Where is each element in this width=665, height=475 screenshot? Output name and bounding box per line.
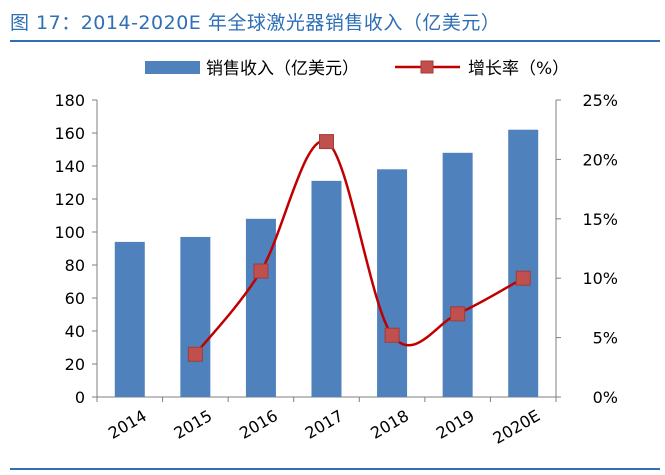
legend-line-label: 增长率（%）	[468, 59, 569, 79]
bottom-divider	[10, 468, 660, 470]
left-tick-label: 60	[65, 289, 85, 308]
left-tick-label: 80	[65, 256, 85, 275]
right-tick-label: 10%	[582, 269, 618, 288]
bar-series	[114, 129, 539, 397]
x-tick-label: 2020E	[490, 406, 544, 448]
right-tick-label: 20%	[582, 150, 618, 169]
x-tick-label: 2014	[105, 406, 150, 443]
legend-bar-swatch	[145, 61, 200, 74]
legend-bar-label: 销售收入（亿美元）	[206, 59, 359, 79]
growth-rate-point-2020E	[515, 270, 531, 286]
growth-rate-point-2019	[450, 306, 466, 322]
x-tick-label: 2019	[433, 406, 478, 443]
growth-rate-line	[194, 139, 524, 356]
title-divider	[10, 40, 660, 42]
growth-rate-point-2018	[384, 327, 400, 343]
growth-rate-point-2015	[187, 346, 203, 362]
x-tick-label: 2017	[302, 406, 347, 443]
line-series	[187, 134, 531, 362]
bar-2015	[180, 236, 211, 397]
left-tick-label: 100	[54, 223, 85, 242]
left-tick-label: 40	[65, 322, 85, 341]
right-tick-label: 25%	[582, 91, 618, 110]
bar-2020E	[508, 129, 539, 397]
figure-title: 图 17：2014-2020E 年全球激光器销售收入（亿美元）	[10, 12, 501, 34]
left-tick-label: 140	[54, 157, 85, 176]
left-tick-label: 160	[54, 124, 85, 143]
legend: 销售收入（亿美元） 增长率（%）	[145, 59, 569, 79]
right-tick-label: 0%	[593, 388, 618, 407]
bar-2018	[377, 169, 408, 397]
x-tick-label: 2016	[236, 406, 281, 443]
x-tick-label: 2018	[367, 406, 412, 443]
left-tick-label: 0	[75, 388, 85, 407]
growth-rate-point-2016	[253, 263, 269, 279]
right-tick-label: 5%	[593, 329, 618, 348]
bar-2014	[114, 241, 145, 397]
bar-2019	[442, 152, 473, 397]
x-tick-label: 2015	[171, 406, 216, 443]
growth-rate-point-2017	[319, 134, 334, 150]
left-tick-label: 120	[54, 190, 85, 209]
bar-2017	[311, 180, 342, 397]
axes: 0 20 40 60 80 100 120 140 160 180 0% 5% 10% 15% 20% 25%…	[54, 91, 618, 448]
bar-2016	[245, 218, 276, 397]
left-tick-label: 180	[54, 91, 85, 110]
left-tick-label: 20	[65, 355, 85, 374]
right-tick-label: 15%	[582, 210, 618, 229]
legend-line-marker	[420, 60, 434, 74]
